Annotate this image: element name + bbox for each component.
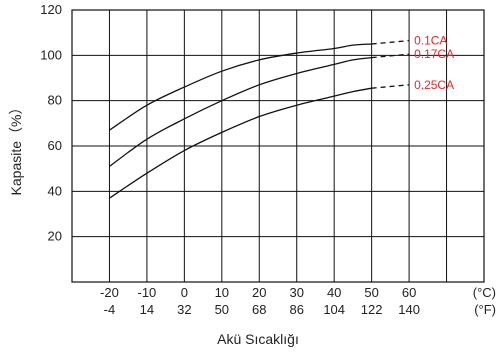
x-tick-label-fahrenheit: 14 <box>140 302 154 317</box>
x-axis-ticks-fahrenheit: -4 14 32 50 68 86 104 122 140 <box>104 302 420 317</box>
chart-curves <box>109 39 410 199</box>
x-axis-title: Akü Sıcaklığı <box>217 331 299 347</box>
series-dashed-extension <box>371 53 410 59</box>
x-tick-label-celsius: 50 <box>364 285 378 300</box>
y-tick-label: 120 <box>40 2 62 17</box>
x-tick-label-celsius: -20 <box>100 285 119 300</box>
series-line <box>109 43 372 131</box>
series-line <box>109 56 372 167</box>
y-tick-label: 60 <box>48 138 62 153</box>
series-label: 0.17CA <box>414 47 454 61</box>
chart-grid <box>71 9 485 283</box>
y-axis-ticks: 20 40 60 80 100 120 <box>40 2 62 244</box>
x-axis-ticks-celsius: -20 -10 0 10 20 30 40 50 60 <box>100 285 416 300</box>
x-tick-label-celsius: 20 <box>252 285 266 300</box>
y-tick-label: 40 <box>48 183 62 198</box>
x-tick-label-celsius: 10 <box>215 285 229 300</box>
series-dashed-extension <box>371 39 410 45</box>
y-tick-label: 100 <box>40 47 62 62</box>
x-tick-label-celsius: 40 <box>327 285 341 300</box>
x-tick-label-fahrenheit: -4 <box>104 302 116 317</box>
x-tick-label-celsius: -10 <box>138 285 157 300</box>
x-unit-celsius: (°C) <box>473 285 496 300</box>
x-tick-label-fahrenheit: 68 <box>252 302 266 317</box>
x-unit-fahrenheit: (°F) <box>474 302 496 317</box>
y-axis-title: Kapasite（%） <box>8 101 24 196</box>
x-tick-label-celsius: 0 <box>181 285 188 300</box>
series-label: 0.1CA <box>414 34 447 48</box>
x-tick-label-celsius: 30 <box>289 285 303 300</box>
series-label: 0.25CA <box>414 78 454 92</box>
x-tick-label-fahrenheit: 104 <box>323 302 345 317</box>
series-line <box>109 87 372 199</box>
x-tick-label-celsius: 60 <box>402 285 416 300</box>
x-tick-label-fahrenheit: 140 <box>398 302 420 317</box>
x-tick-label-fahrenheit: 86 <box>289 302 303 317</box>
y-tick-label: 20 <box>48 229 62 244</box>
x-tick-label-fahrenheit: 50 <box>215 302 229 317</box>
series-dashed-extension <box>371 84 410 89</box>
x-tick-label-fahrenheit: 32 <box>177 302 191 317</box>
x-tick-label-fahrenheit: 122 <box>361 302 383 317</box>
y-tick-label: 80 <box>48 93 62 108</box>
